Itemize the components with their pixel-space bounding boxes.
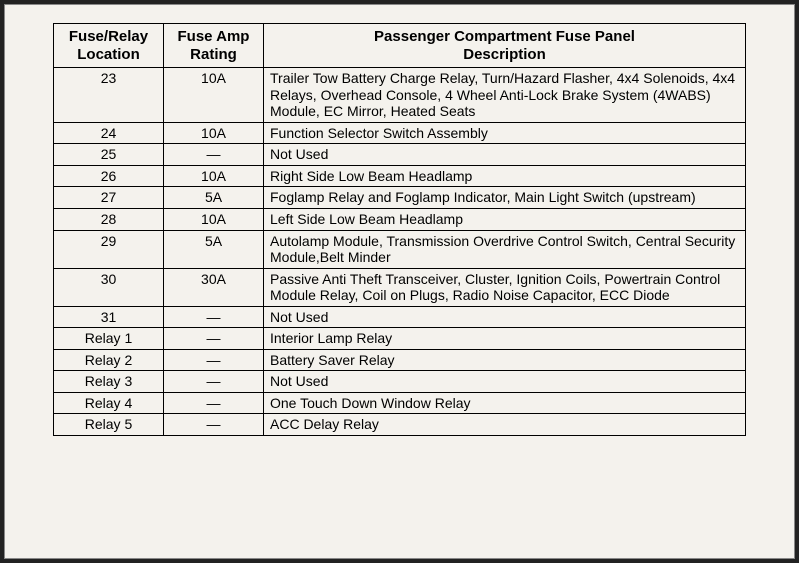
cell-location: Relay 1 — [54, 328, 164, 350]
cell-amp: — — [164, 371, 264, 393]
header-desc: Passenger Compartment Fuse PanelDescript… — [264, 24, 746, 68]
table-row: 2810ALeft Side Low Beam Headlamp — [54, 208, 746, 230]
cell-amp: 10A — [164, 122, 264, 144]
cell-location: Relay 2 — [54, 349, 164, 371]
cell-description: ACC Delay Relay — [264, 414, 746, 436]
cell-amp: — — [164, 306, 264, 328]
cell-description: Autolamp Module, Transmission Overdrive … — [264, 230, 746, 268]
cell-description: Battery Saver Relay — [264, 349, 746, 371]
table-row: Relay 3—Not Used — [54, 371, 746, 393]
page-background: Fuse/RelayLocation Fuse AmpRating Passen… — [4, 4, 795, 559]
cell-description: Foglamp Relay and Foglamp Indicator, Mai… — [264, 187, 746, 209]
table-header-row: Fuse/RelayLocation Fuse AmpRating Passen… — [54, 24, 746, 68]
cell-location: 30 — [54, 268, 164, 306]
cell-location: 27 — [54, 187, 164, 209]
cell-description: Not Used — [264, 144, 746, 166]
cell-amp: — — [164, 349, 264, 371]
cell-amp: 30A — [164, 268, 264, 306]
table-row: Relay 2—Battery Saver Relay — [54, 349, 746, 371]
cell-amp: — — [164, 144, 264, 166]
cell-amp: 5A — [164, 187, 264, 209]
table-row: 3030APassive Anti Theft Transceiver, Clu… — [54, 268, 746, 306]
cell-location: Relay 3 — [54, 371, 164, 393]
cell-description: One Touch Down Window Relay — [264, 392, 746, 414]
header-location: Fuse/RelayLocation — [54, 24, 164, 68]
table-row: 2410AFunction Selector Switch Assembly — [54, 122, 746, 144]
cell-amp: 5A — [164, 230, 264, 268]
table-row: Relay 1—Interior Lamp Relay — [54, 328, 746, 350]
cell-description: Trailer Tow Battery Charge Relay, Turn/H… — [264, 68, 746, 123]
cell-location: 24 — [54, 122, 164, 144]
cell-location: 25 — [54, 144, 164, 166]
header-amp: Fuse AmpRating — [164, 24, 264, 68]
cell-amp: — — [164, 328, 264, 350]
table-row: 2610ARight Side Low Beam Headlamp — [54, 165, 746, 187]
cell-location: 29 — [54, 230, 164, 268]
table-row: 2310ATrailer Tow Battery Charge Relay, T… — [54, 68, 746, 123]
cell-description: Left Side Low Beam Headlamp — [264, 208, 746, 230]
cell-amp: — — [164, 414, 264, 436]
cell-description: Not Used — [264, 306, 746, 328]
cell-description: Function Selector Switch Assembly — [264, 122, 746, 144]
cell-location: 26 — [54, 165, 164, 187]
cell-location: 31 — [54, 306, 164, 328]
table-row: 25—Not Used — [54, 144, 746, 166]
table-row: Relay 5—ACC Delay Relay — [54, 414, 746, 436]
cell-location: Relay 4 — [54, 392, 164, 414]
cell-description: Right Side Low Beam Headlamp — [264, 165, 746, 187]
table-row: 31—Not Used — [54, 306, 746, 328]
table-body: 2310ATrailer Tow Battery Charge Relay, T… — [54, 68, 746, 435]
cell-amp: 10A — [164, 208, 264, 230]
table-row: 295AAutolamp Module, Transmission Overdr… — [54, 230, 746, 268]
cell-description: Passive Anti Theft Transceiver, Cluster,… — [264, 268, 746, 306]
cell-location: 23 — [54, 68, 164, 123]
table-row: 275AFoglamp Relay and Foglamp Indicator,… — [54, 187, 746, 209]
cell-location: 28 — [54, 208, 164, 230]
table-row: Relay 4—One Touch Down Window Relay — [54, 392, 746, 414]
cell-description: Interior Lamp Relay — [264, 328, 746, 350]
cell-description: Not Used — [264, 371, 746, 393]
cell-amp: 10A — [164, 68, 264, 123]
cell-location: Relay 5 — [54, 414, 164, 436]
cell-amp: — — [164, 392, 264, 414]
fuse-panel-table: Fuse/RelayLocation Fuse AmpRating Passen… — [53, 23, 746, 436]
cell-amp: 10A — [164, 165, 264, 187]
